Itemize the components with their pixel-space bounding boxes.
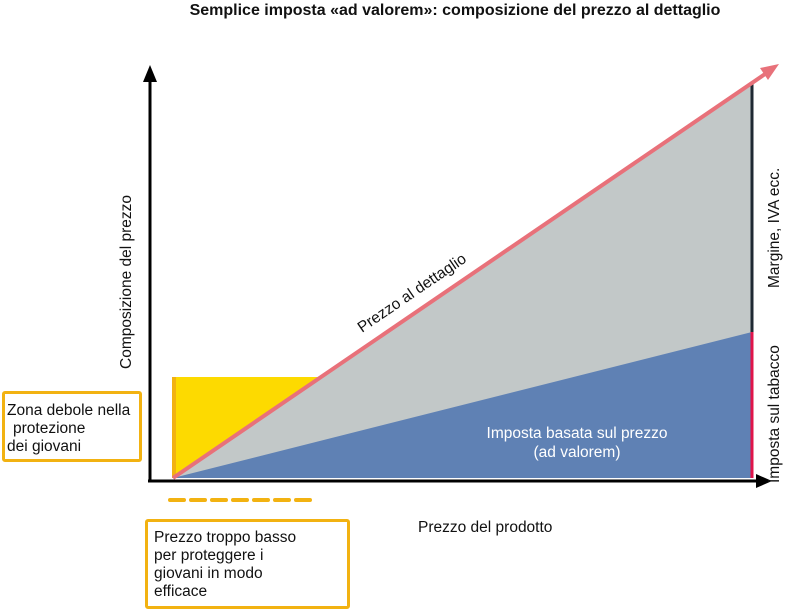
retail-price-arrowhead — [760, 64, 779, 80]
margin-label: Margine, IVA ecc. — [766, 168, 783, 288]
ad-valorem-label-line2: (ad valorem) — [534, 444, 621, 461]
weak-zone-line: dei giovani — [7, 438, 82, 455]
ad-valorem-label-line1: Imposta basata sul prezzo — [487, 425, 668, 442]
weak-zone-line: Zona debole nella — [7, 402, 131, 419]
ad-valorem-tax-area — [173, 332, 752, 478]
x-axis-label: Prezzo del prodotto — [418, 519, 552, 536]
y-axis-arrowhead — [143, 65, 157, 82]
y-axis-label: Composizione del prezzo — [118, 195, 135, 369]
tobacco-tax-label: Imposta sul tabacco — [766, 345, 783, 483]
low-price-callout: Prezzo troppo basso per proteggere i gio… — [145, 519, 350, 609]
low-price-line: giovani in modo — [154, 565, 263, 582]
low-price-line: per proteggere i — [154, 547, 264, 564]
diagram-title: Semplice imposta «ad valorem»: composizi… — [189, 2, 721, 19]
x-axis-arrowhead — [756, 474, 772, 488]
weak-zone-callout: Zona debole nella protezione dei giovani — [2, 391, 142, 462]
low-price-line: efficace — [154, 583, 208, 600]
weak-zone-line: protezione — [13, 420, 86, 437]
low-price-line: Prezzo troppo basso — [154, 529, 297, 546]
retail-price-line — [171, 70, 770, 480]
